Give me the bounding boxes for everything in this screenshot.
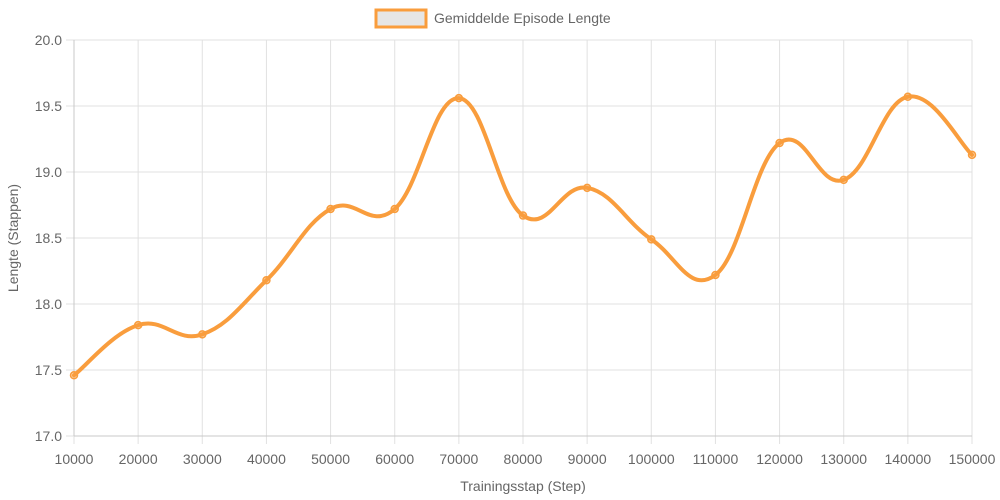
legend-label[interactable]: Gemiddelde Episode Lengte	[434, 10, 611, 26]
data-point[interactable]	[711, 270, 720, 280]
data-point[interactable]	[967, 150, 977, 160]
data-point[interactable]	[326, 204, 335, 214]
data-point[interactable]	[518, 211, 528, 220]
x-tick-label: 30000	[183, 451, 222, 467]
data-point[interactable]	[262, 275, 271, 285]
x-tick-label: 50000	[311, 451, 350, 467]
x-tick-label: 80000	[504, 451, 543, 467]
x-tick-label: 20000	[119, 451, 158, 467]
data-point[interactable]	[839, 175, 848, 185]
y-tick-label: 17.5	[35, 362, 62, 378]
y-tick-label: 20.0	[35, 32, 62, 48]
y-tick-label: 19.0	[35, 164, 62, 180]
data-point[interactable]	[390, 204, 399, 214]
series-group	[69, 92, 977, 380]
y-tick-label: 18.5	[35, 230, 62, 246]
x-tick-label: 120000	[756, 451, 803, 467]
grid	[66, 39, 973, 444]
y-tick-label: 19.5	[35, 98, 62, 114]
legend[interactable]: Gemiddelde Episode Lengte	[374, 8, 611, 29]
x-tick-label: 130000	[820, 451, 867, 467]
y-tick-label: 18.0	[35, 296, 62, 312]
legend-swatch[interactable]	[374, 8, 428, 29]
y-tick-label: 17.0	[35, 428, 62, 444]
x-tick-label: 150000	[949, 451, 996, 467]
data-point[interactable]	[198, 330, 207, 339]
x-tick-label: 100000	[628, 451, 675, 467]
x-tick-label: 90000	[568, 451, 607, 467]
data-point[interactable]	[903, 92, 913, 102]
x-tick-label: 110000	[693, 451, 739, 467]
data-point[interactable]	[582, 183, 592, 193]
data-point[interactable]	[133, 320, 143, 330]
y-axis-ticks: 20.0 19.5 19.0 18.5 18.0 17.5 17.0	[35, 32, 62, 444]
data-point[interactable]	[69, 371, 79, 380]
x-axis-title: Trainingsstap (Step)	[460, 478, 586, 494]
x-tick-label: 40000	[247, 451, 286, 467]
x-tick-label: 10000	[55, 451, 94, 467]
x-tick-label: 60000	[375, 451, 414, 467]
x-tick-label: 70000	[439, 451, 478, 467]
data-point[interactable]	[647, 235, 656, 244]
x-axis-ticks: 10000 20000 30000 40000 50000 60000 70000 80000…	[55, 451, 996, 467]
x-tick-label: 140000	[884, 451, 931, 467]
data-point[interactable]	[775, 138, 784, 148]
data-point[interactable]	[454, 93, 464, 103]
y-axis-title: Lengte (Stappen)	[5, 184, 21, 292]
